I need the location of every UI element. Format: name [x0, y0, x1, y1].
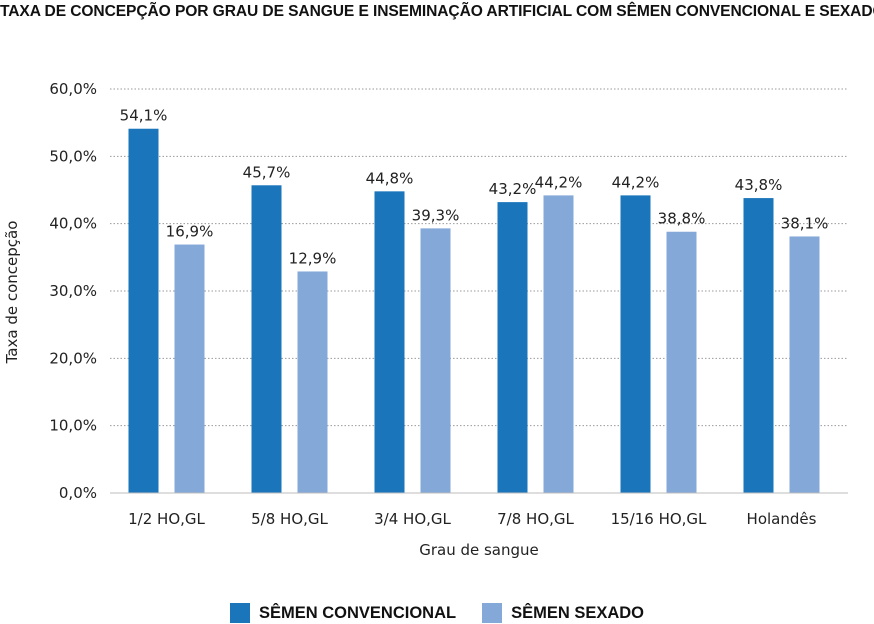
data-label: 38,8%	[658, 210, 706, 228]
x-tick-label: 15/16 HO,GL	[611, 510, 707, 528]
bar-convencional	[620, 195, 651, 494]
x-tick-label: Holandês	[747, 510, 817, 528]
bar-chart: 0,0% 10,0% 20,0% 30,0% 40,0% 50,0% 60,0% 54,1%…	[3, 80, 848, 559]
bar-convencional	[743, 198, 774, 493]
data-label: 44,8%	[366, 169, 414, 187]
y-tick-label: 30,0%	[49, 282, 97, 300]
y-tick-label: 60,0%	[49, 80, 97, 98]
legend-swatch-sexado	[482, 603, 503, 623]
data-label: 43,2%	[489, 180, 537, 198]
bar-sexado	[420, 228, 451, 493]
gridlines	[110, 88, 848, 427]
bar-convencional	[374, 191, 405, 493]
data-label: 12,9%	[289, 249, 337, 267]
legend-label-sexado: SÊMEN SEXADO	[511, 603, 645, 622]
bar-sexado	[666, 231, 697, 493]
bar-sexado	[297, 271, 328, 493]
chart-title: TAXA DE CONCEPÇÃO POR GRAU DE SANGUE E I…	[0, 3, 874, 20]
x-tick-label: 7/8 HO,GL	[497, 510, 574, 528]
y-tick-label: 10,0%	[49, 417, 97, 435]
y-axis-ticks: 0,0% 10,0% 20,0% 30,0% 40,0% 50,0% 60,0%	[49, 80, 97, 502]
legend: SÊMEN CONVENCIONAL SÊMEN SEXADO	[0, 603, 874, 623]
legend-item-sexado: SÊMEN SEXADO	[482, 603, 644, 623]
bars	[128, 128, 820, 494]
bar-sexado	[174, 244, 205, 493]
y-axis-label: Taxa de concepção	[3, 221, 21, 365]
bar-convencional	[128, 128, 159, 493]
y-tick-label: 0,0%	[59, 484, 97, 502]
bar-sexado	[789, 236, 820, 493]
x-tick-label: 3/4 HO,GL	[374, 510, 451, 528]
data-labels: 54,1%16,9%45,7%12,9%44,8%39,3%43,2%44,2%…	[120, 107, 829, 268]
legend-swatch-convencional	[229, 603, 250, 623]
x-axis-label: Grau de sangue	[419, 541, 539, 559]
data-label: 39,3%	[412, 206, 460, 224]
x-axis-ticks: 1/2 HO,GL 5/8 HO,GL 3/4 HO,GL 7/8 HO,GL 15/1…	[128, 510, 817, 528]
bar-convencional	[497, 202, 528, 493]
x-tick-label: 5/8 HO,GL	[251, 510, 328, 528]
data-label: 38,1%	[781, 214, 829, 232]
data-label: 54,1%	[120, 107, 168, 125]
bar-convencional	[251, 185, 282, 493]
data-label: 45,7%	[243, 163, 291, 181]
y-tick-label: 40,0%	[49, 215, 97, 233]
data-label: 16,9%	[166, 223, 214, 241]
data-label: 43,8%	[735, 176, 783, 194]
legend-item-convencional: SÊMEN CONVENCIONAL	[229, 603, 457, 623]
y-tick-label: 50,0%	[49, 147, 97, 165]
bar-sexado	[543, 195, 574, 494]
data-label: 44,2%	[535, 173, 583, 191]
data-label: 44,2%	[612, 173, 660, 191]
x-tick-label: 1/2 HO,GL	[128, 510, 205, 528]
legend-label-convencional: SÊMEN CONVENCIONAL	[258, 603, 457, 622]
y-tick-label: 20,0%	[49, 349, 97, 367]
